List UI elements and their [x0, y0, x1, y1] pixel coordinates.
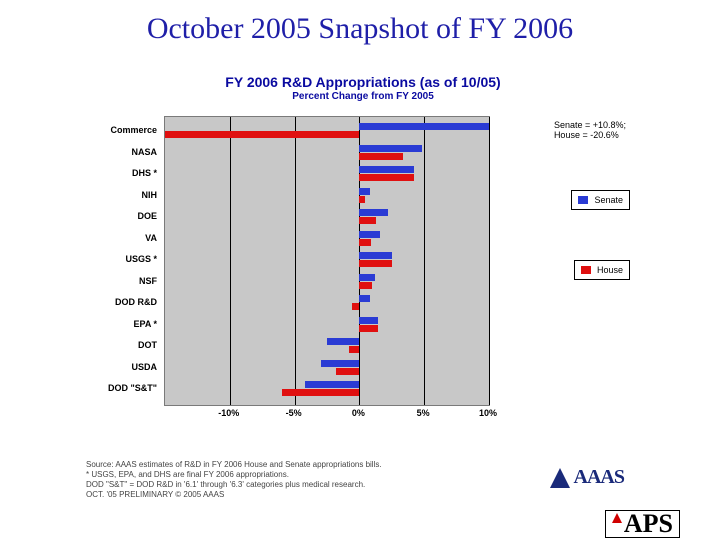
gridline: [424, 117, 425, 405]
bar-senate: [359, 295, 369, 302]
legend-senate: Senate: [571, 190, 630, 210]
chart-plot-area: CommerceNASADHS *NIHDOEVAUSGS *NSFDOD R&…: [164, 116, 490, 406]
gridline: [295, 117, 296, 405]
bar-senate: [359, 231, 380, 238]
gridline: [230, 117, 231, 405]
bar-senate: [359, 145, 421, 152]
aaas-logo-icon: [550, 468, 570, 488]
footnote-line: OCT. '05 PRELIMINARY © 2005 AAAS: [86, 490, 506, 500]
bar-senate: [359, 274, 375, 281]
footnote-line: DOD "S&T" = DOD R&D in '6.1' through '6.…: [86, 480, 506, 490]
aps-logo: APS: [605, 510, 680, 538]
bar-senate: [359, 317, 377, 324]
bar-house: [359, 217, 376, 224]
legend-label: House: [597, 265, 623, 275]
aps-logo-text: APS: [624, 511, 673, 537]
footnote-line: * USGS, EPA, and DHS are final FY 2006 a…: [86, 470, 506, 480]
category-label: DOT: [93, 341, 157, 350]
annotation-line: Senate = +10.8%;: [554, 120, 626, 130]
annotation-line: House = -20.6%: [554, 130, 626, 140]
bar-house: [359, 153, 403, 160]
x-tick-label: 5%: [403, 408, 443, 418]
chart-title: FY 2006 R&D Appropriations (as of 10/05): [86, 74, 640, 90]
bar-house: [165, 131, 359, 138]
category-label: VA: [93, 234, 157, 243]
bar-house: [282, 389, 360, 396]
category-label: NSF: [93, 277, 157, 286]
category-label: DHS *: [93, 169, 157, 178]
x-tick-label: -5%: [274, 408, 314, 418]
bar-senate: [359, 252, 391, 259]
bar-senate: [359, 123, 489, 130]
bar-house: [349, 346, 359, 353]
legend-house: House: [574, 260, 630, 280]
category-label: USGS *: [93, 255, 157, 264]
bar-house: [352, 303, 360, 310]
legend-label: Senate: [594, 195, 623, 205]
chart-container: FY 2006 R&D Appropriations (as of 10/05)…: [86, 70, 640, 456]
category-label: DOD "S&T": [93, 384, 157, 393]
x-tick-label: 10%: [468, 408, 508, 418]
bar-house: [359, 325, 377, 332]
chart-annotation: Senate = +10.8%;House = -20.6%: [554, 120, 626, 141]
category-label: USDA: [93, 363, 157, 372]
category-label: DOE: [93, 212, 157, 221]
bar-house: [359, 196, 364, 203]
category-label: NIH: [93, 191, 157, 200]
aaas-logo-text: AAAS: [574, 466, 624, 489]
slide-title: October 2005 Snapshot of FY 2006: [0, 12, 720, 46]
bar-house: [359, 174, 413, 181]
footnotes: Source: AAAS estimates of R&D in FY 2006…: [86, 460, 506, 500]
aps-logo-icon: [612, 513, 622, 523]
bar-senate: [359, 209, 388, 216]
bar-house: [359, 282, 372, 289]
slide: October 2005 Snapshot of FY 2006 FY 2006…: [0, 12, 720, 540]
gridline: [489, 117, 490, 405]
bar-senate: [321, 360, 360, 367]
aaas-logo: AAAS: [550, 466, 624, 489]
x-tick-label: -10%: [209, 408, 249, 418]
bar-house: [359, 260, 391, 267]
category-label: EPA *: [93, 320, 157, 329]
bar-house: [336, 368, 359, 375]
x-tick-label: 0%: [338, 408, 378, 418]
bar-senate: [305, 381, 359, 388]
category-label: DOD R&D: [93, 298, 157, 307]
bar-senate: [327, 338, 359, 345]
legend-swatch: [578, 196, 588, 204]
bar-house: [359, 239, 371, 246]
category-label: Commerce: [93, 126, 157, 135]
bar-senate: [359, 188, 369, 195]
footnote-line: Source: AAAS estimates of R&D in FY 2006…: [86, 460, 506, 470]
legend-swatch: [581, 266, 591, 274]
category-label: NASA: [93, 148, 157, 157]
bar-senate: [359, 166, 413, 173]
chart-subtitle: Percent Change from FY 2005: [86, 91, 640, 102]
